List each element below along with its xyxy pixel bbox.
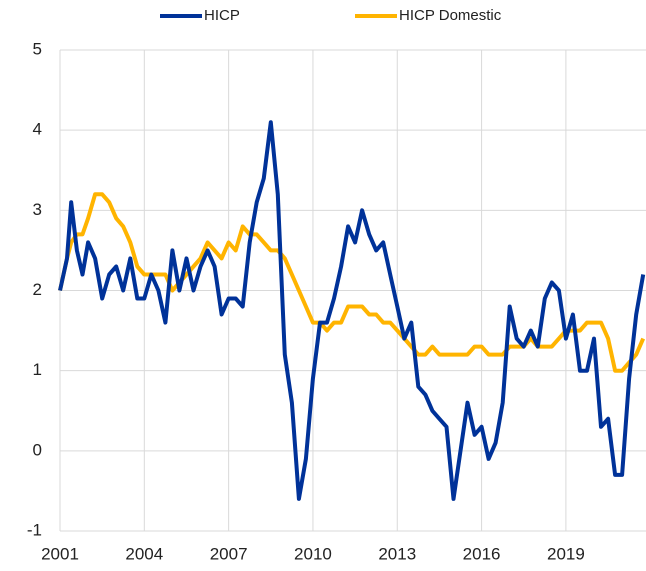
x-tick-label: 2016 [463,544,501,563]
x-tick-label: 2007 [210,544,248,563]
legend-label: HICP Domestic [399,7,502,24]
x-tick-label: 2010 [294,544,332,563]
y-tick-label: 0 [33,440,42,459]
y-tick-label: 2 [33,280,42,299]
x-tick-label: 2019 [547,544,585,563]
legend-label: HICP [204,7,240,24]
x-tick-label: 2004 [125,544,163,563]
y-tick-label: 5 [33,39,42,58]
y-tick-label: 4 [33,120,42,139]
y-tick-label: 1 [33,360,42,379]
y-tick-label: -1 [27,520,42,539]
x-tick-label: 2001 [41,544,79,563]
x-tick-label: 2013 [378,544,416,563]
y-tick-label: 3 [33,200,42,219]
series-line [58,120,646,501]
